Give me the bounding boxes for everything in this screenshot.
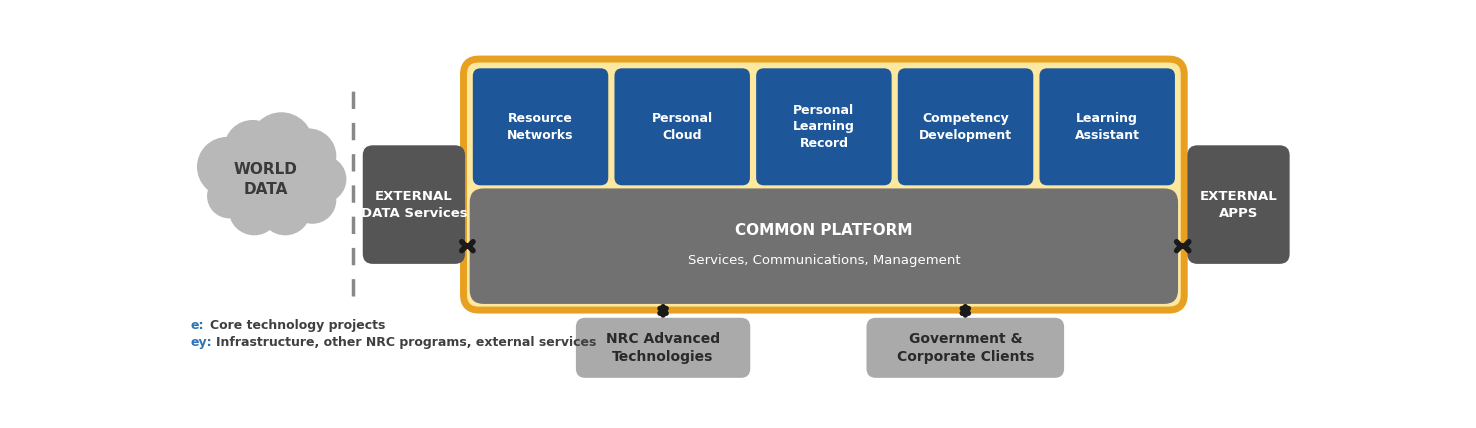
- Text: EXTERNAL
APPS: EXTERNAL APPS: [1200, 190, 1277, 220]
- Circle shape: [282, 129, 335, 183]
- FancyBboxPatch shape: [223, 178, 331, 210]
- Text: Resource
Networks: Resource Networks: [508, 112, 574, 142]
- FancyBboxPatch shape: [1039, 68, 1175, 185]
- Circle shape: [251, 113, 313, 175]
- FancyBboxPatch shape: [866, 318, 1064, 378]
- Text: Infrastructure, other NRC programs, external services: Infrastructure, other NRC programs, exte…: [215, 336, 596, 349]
- Circle shape: [227, 141, 304, 218]
- FancyBboxPatch shape: [897, 68, 1033, 185]
- Text: Services, Communications, Management: Services, Communications, Management: [688, 253, 961, 267]
- Circle shape: [289, 177, 335, 223]
- Text: Learning
Assistant: Learning Assistant: [1075, 112, 1139, 142]
- FancyBboxPatch shape: [756, 68, 892, 185]
- Text: Competency
Development: Competency Development: [920, 112, 1013, 142]
- Text: e:: e:: [190, 319, 204, 332]
- Circle shape: [198, 137, 257, 196]
- FancyBboxPatch shape: [463, 59, 1184, 310]
- Text: Core technology projects: Core technology projects: [210, 319, 385, 332]
- Text: NRC Advanced
Technologies: NRC Advanced Technologies: [607, 332, 720, 364]
- Circle shape: [260, 185, 310, 235]
- Text: Government &
Corporate Clients: Government & Corporate Clients: [896, 332, 1035, 364]
- Circle shape: [224, 121, 280, 176]
- FancyBboxPatch shape: [469, 188, 1178, 304]
- Text: WORLD
DATA: WORLD DATA: [233, 162, 298, 196]
- Text: COMMON PLATFORM: COMMON PLATFORM: [735, 223, 912, 238]
- Circle shape: [208, 175, 251, 218]
- FancyBboxPatch shape: [472, 68, 608, 185]
- FancyBboxPatch shape: [363, 145, 465, 264]
- FancyBboxPatch shape: [1187, 145, 1290, 264]
- Text: Personal
Cloud: Personal Cloud: [651, 112, 713, 142]
- Text: Personal
Learning
Record: Personal Learning Record: [793, 104, 855, 150]
- Circle shape: [229, 185, 279, 235]
- Text: EXTERNAL
DATA Services: EXTERNAL DATA Services: [360, 190, 468, 220]
- FancyBboxPatch shape: [614, 68, 750, 185]
- Circle shape: [300, 156, 345, 202]
- FancyBboxPatch shape: [576, 318, 750, 378]
- Text: ey:: ey:: [190, 336, 213, 349]
